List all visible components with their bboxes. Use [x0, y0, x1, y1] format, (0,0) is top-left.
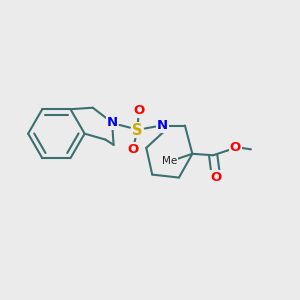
Text: N: N [157, 119, 168, 132]
Text: O: O [211, 171, 222, 184]
Text: O: O [133, 104, 145, 117]
Text: S: S [132, 122, 142, 137]
Text: Me: Me [162, 156, 178, 166]
Text: O: O [127, 143, 139, 156]
Text: N: N [106, 116, 118, 129]
Text: O: O [230, 141, 241, 154]
